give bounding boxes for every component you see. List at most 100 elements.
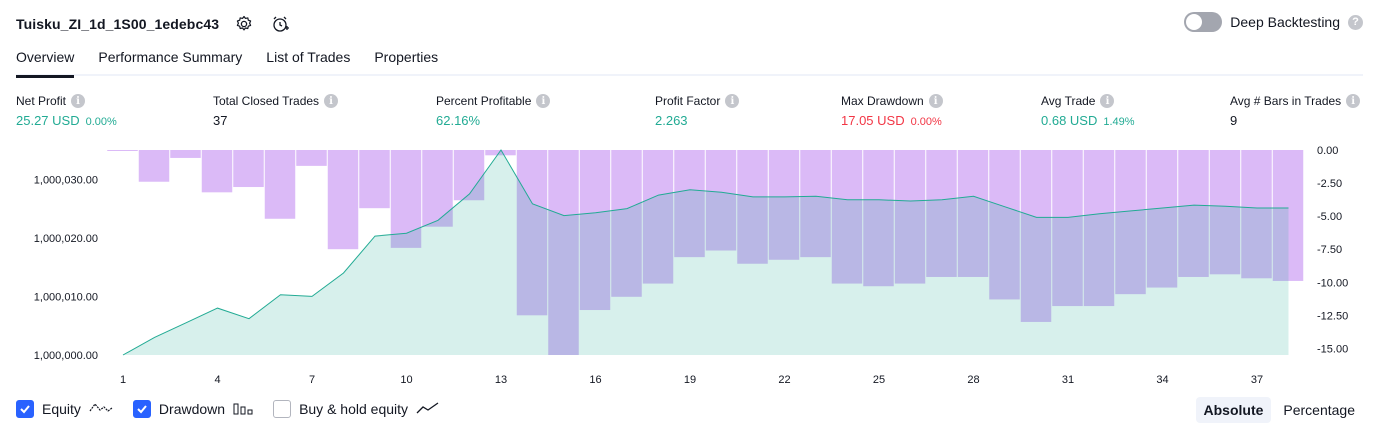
- drawdown-bar: [327, 150, 359, 250]
- info-icon[interactable]: i: [324, 94, 339, 108]
- tab-list-of-trades[interactable]: List of Trades: [266, 49, 351, 65]
- drawdown-bar: [548, 150, 579, 355]
- x-axis-tick: 31: [1062, 374, 1074, 386]
- drawdown-bar: [737, 150, 768, 264]
- alarm-plus-icon[interactable]: [269, 13, 291, 35]
- drawdown-bar: [926, 150, 957, 277]
- tab-properties[interactable]: Properties: [374, 49, 439, 65]
- equity-checkbox[interactable]: [16, 400, 34, 418]
- legend-equity[interactable]: Equity: [16, 400, 113, 418]
- drawdown-bar: [1115, 150, 1146, 295]
- right-axis-tick: -5.00: [1317, 211, 1342, 223]
- drawdown-bar: [170, 150, 201, 158]
- x-axis-tick: 13: [495, 374, 507, 386]
- info-icon[interactable]: i: [1346, 94, 1361, 108]
- left-axis-tick: 1,000,010.00: [34, 291, 98, 303]
- drawdown-bar: [485, 150, 516, 156]
- right-axis-tick: -12.50: [1317, 310, 1348, 322]
- x-axis-tick: 25: [873, 374, 885, 386]
- info-icon[interactable]: i: [536, 94, 551, 108]
- help-icon[interactable]: ?: [1348, 14, 1363, 30]
- x-axis-tick: 19: [684, 374, 696, 386]
- x-axis: 1 4 7 10 13 16 19 22 25 28 31 34 37: [120, 374, 1263, 386]
- tab-performance-summary[interactable]: Performance Summary: [98, 49, 243, 65]
- equity-line: [122, 149, 1289, 356]
- buy-hold-checkbox[interactable]: [273, 400, 292, 418]
- drawdown-checkbox[interactable]: [132, 400, 151, 418]
- right-axis-tick: -10.00: [1317, 277, 1348, 289]
- x-axis-tick: 22: [778, 374, 790, 386]
- metric-label: Percent Profitable: [436, 94, 532, 108]
- drawdown-bar: [201, 150, 233, 193]
- metric-value: 9: [1230, 113, 1238, 128]
- metric-percent: 0.00%: [85, 116, 117, 128]
- right-axis-tick: -7.50: [1317, 244, 1342, 256]
- drawdown-bar: [957, 150, 989, 277]
- report-tabs: Overview Performance Summary List of Tra…: [16, 48, 1363, 78]
- drawdown-bar: [705, 150, 737, 251]
- metric-label: Max Drawdown: [841, 94, 924, 108]
- metric-label: Profit Factor: [655, 94, 721, 108]
- left-axis-tick: 1,000,030.00: [34, 174, 98, 186]
- deep-backtesting-label: Deep Backtesting: [1230, 14, 1340, 30]
- metric-value: 37: [213, 113, 228, 128]
- drawdown-bar: [894, 150, 926, 284]
- drawdown-bar: [579, 150, 611, 311]
- info-icon[interactable]: i: [928, 94, 943, 108]
- drawdown-bar: [516, 150, 548, 316]
- drawdown-bar: [390, 150, 422, 248]
- drawdown-bar: [863, 150, 894, 287]
- equity-line-icon: [89, 401, 113, 418]
- drawdown-bar: [1146, 150, 1178, 288]
- metric-value: 2.263: [655, 113, 688, 128]
- info-icon[interactable]: i: [725, 94, 740, 108]
- drawdown-bar: [1178, 150, 1209, 277]
- drawdown-bar: [233, 150, 264, 188]
- metric-label: Avg Trade: [1041, 94, 1096, 108]
- drawdown-bar: [422, 150, 453, 227]
- percentage-button[interactable]: Percentage: [1283, 402, 1355, 418]
- metric-avg-trade: Avg Trade i 0.68 USD 1.49%: [1041, 94, 1135, 128]
- bar-chart-icon: [233, 401, 253, 418]
- info-icon[interactable]: i: [1100, 94, 1115, 108]
- x-axis-tick: 4: [214, 374, 220, 386]
- drawdown-bar: [107, 150, 138, 151]
- metric-label: Total Closed Trades: [213, 94, 320, 108]
- drawdown-bar: [1052, 150, 1083, 307]
- metric-value: 25.27 USD: [16, 113, 80, 128]
- drawdown-bar: [264, 150, 296, 219]
- left-axis: 1,000,000.00 1,000,010.00 1,000,020.00 1,00…: [34, 174, 98, 362]
- drawdown-bar: [359, 150, 390, 209]
- metric-label: Net Profit: [16, 94, 67, 108]
- absolute-button[interactable]: Absolute: [1195, 397, 1272, 423]
- right-axis-tick: -2.50: [1317, 178, 1342, 190]
- metric-avg-bars: Avg # Bars in Trades i 9: [1230, 94, 1361, 128]
- legend-buy-hold[interactable]: Buy & hold equity: [273, 400, 440, 418]
- right-axis-tick: 0.00: [1317, 145, 1338, 157]
- drawdown-bar: [1241, 150, 1272, 279]
- x-axis-tick: 1: [120, 374, 126, 386]
- drawdown-bar: [1209, 150, 1241, 275]
- info-icon[interactable]: i: [71, 94, 86, 108]
- metric-value: 17.05 USD: [841, 113, 905, 128]
- equity-area: [122, 149, 1289, 356]
- metric-value: 0.68 USD: [1041, 113, 1098, 128]
- left-axis-tick: 1,000,020.00: [34, 233, 98, 245]
- drawdown-label: Drawdown: [158, 401, 226, 417]
- x-axis-tick: 16: [589, 374, 601, 386]
- toggle-knob: [1186, 14, 1203, 30]
- drawdown-bar: [296, 150, 327, 166]
- gear-icon[interactable]: [233, 13, 255, 35]
- metric-net-profit: Net Profit i 25.27 USD 0.00%: [16, 94, 117, 128]
- legend-drawdown[interactable]: Drawdown: [132, 400, 253, 418]
- drawdown-bar: [1020, 150, 1052, 322]
- drawdown-bar: [453, 150, 485, 201]
- chart-legend: Equity Drawdown Buy & hold equity: [16, 400, 440, 418]
- drawdown-bar: [1272, 150, 1304, 281]
- metric-percent-profitable: Percent Profitable i 62.16%: [436, 94, 551, 128]
- deep-backtesting-toggle[interactable]: [1184, 12, 1223, 32]
- tab-overview[interactable]: Overview: [16, 48, 75, 78]
- drawdown-bar: [642, 150, 674, 284]
- metric-percent: 0.00%: [910, 116, 942, 128]
- equity-drawdown-chart[interactable]: 1,000,000.00 1,000,010.00 1,000,020.00 1,00…: [0, 140, 1379, 390]
